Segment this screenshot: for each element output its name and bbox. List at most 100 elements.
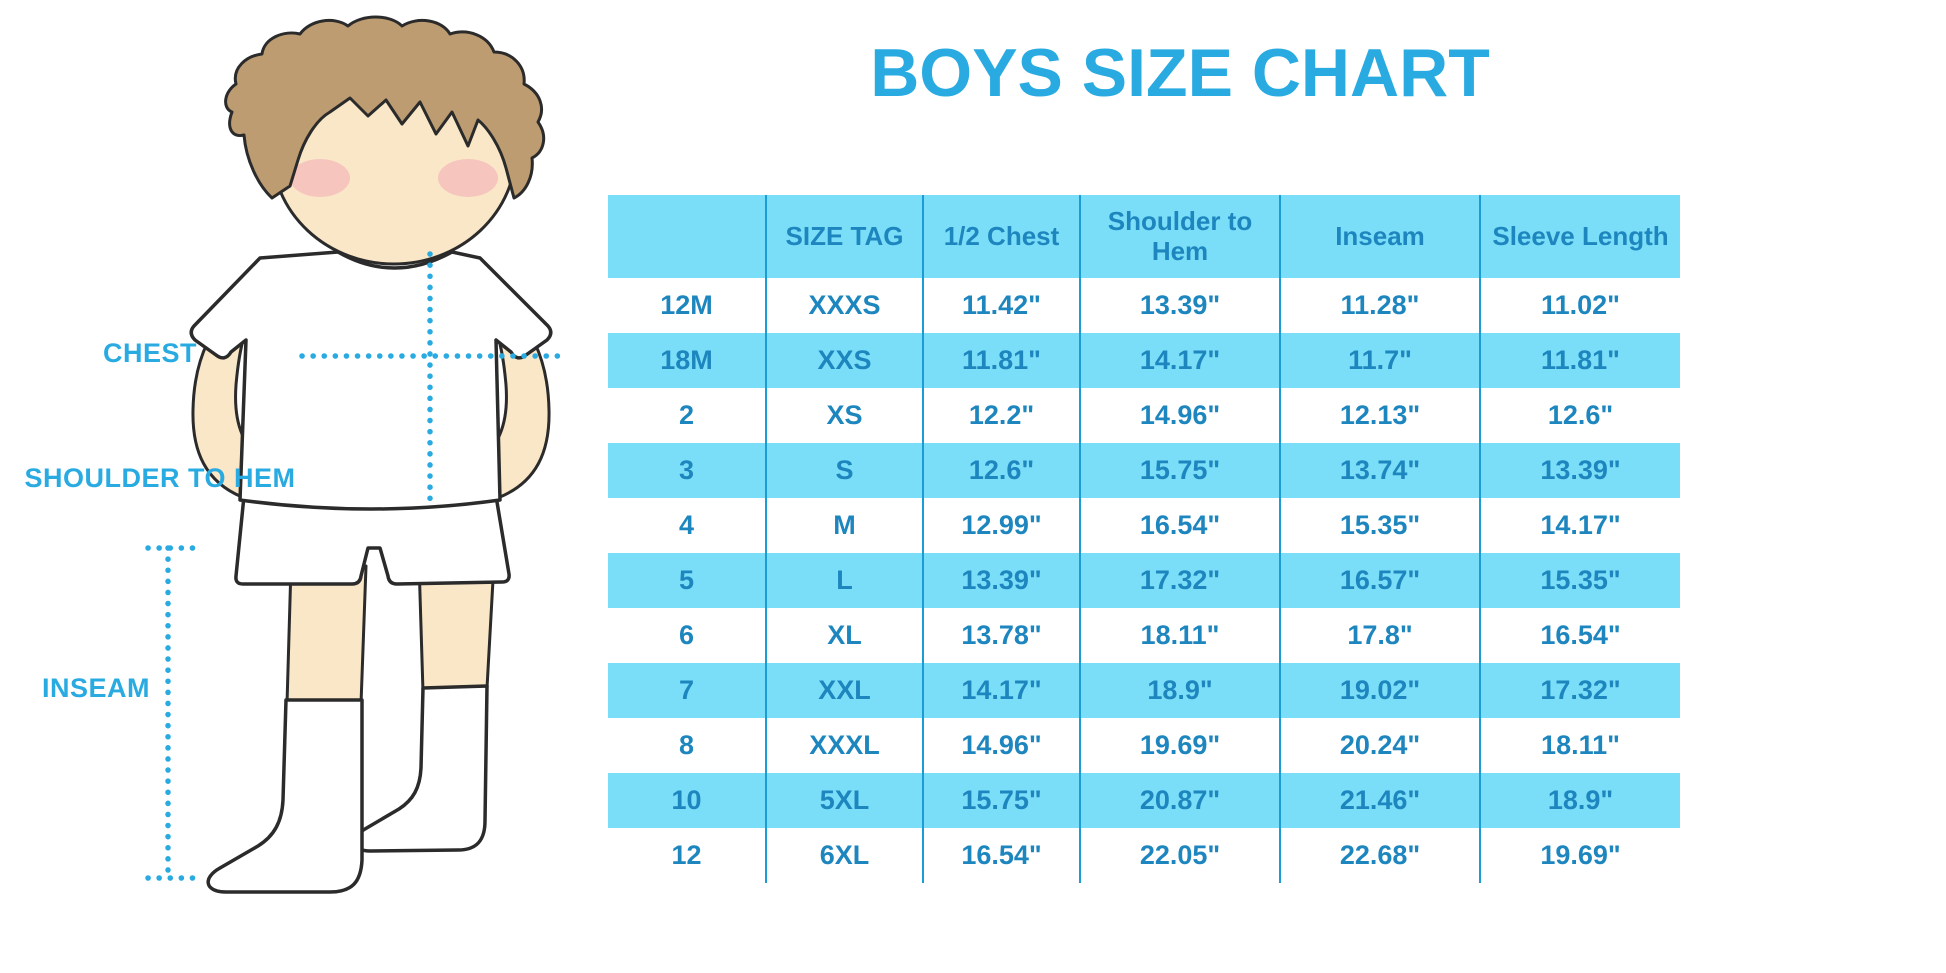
blush-right (438, 159, 498, 197)
measurement-cell: 19.69" (1479, 828, 1680, 883)
measurement-cell: 11.81" (922, 333, 1080, 388)
measurement-cell: 15.75" (1079, 443, 1280, 498)
measurement-cell: 17.32" (1079, 553, 1280, 608)
measurement-cell: L (765, 553, 923, 608)
age-size-cell: 12M (660, 290, 713, 320)
measurement-cell: 14.17" (1079, 333, 1280, 388)
column-header-size-tag: SIZE TAG (765, 195, 923, 278)
measurement-cell: 19.69" (1079, 718, 1280, 773)
table-row: 8 XXXL 14.96" 19.69" 20.24" 18.11" (608, 718, 1680, 773)
age-size-cell: 7 (608, 663, 766, 718)
measurement-cell: 15.75" (922, 773, 1080, 828)
measurement-cell: 14.96" (922, 718, 1080, 773)
measurement-cell: 5XL (765, 773, 923, 828)
age-size-cell: 3 (608, 443, 766, 498)
measurement-cell: 22.68" (1279, 828, 1480, 883)
measurement-cell: XXXS (765, 278, 923, 333)
size-table-body: 12M XXXS 11.42" 13.39" 11.28" 11.02" 18M XXS 11.… (608, 278, 1680, 883)
boy-measurement-figure: CHEST SHOULDER TO HEM INSEAM (0, 0, 610, 973)
measurement-cell: 18.9" (1479, 773, 1680, 828)
inseam-measure-line (145, 545, 201, 881)
measurement-cell: 13.39" (922, 553, 1080, 608)
table-row: 2 XS 12.2" 14.96" 12.13" 12.6" (608, 388, 1680, 443)
table-row: 5 L 13.39" 17.32" 16.57" 15.35" (608, 553, 1680, 608)
measurement-cell: 11.02" (1479, 278, 1680, 333)
measurement-cell: 18.9" (1079, 663, 1280, 718)
measurement-cell: XS (765, 388, 923, 443)
measurement-cell: 14.17" (1479, 498, 1680, 553)
measurement-cell: 16.54" (1479, 608, 1680, 663)
measurement-cell: 12.6" (1479, 388, 1680, 443)
column-header-age (608, 195, 766, 278)
measurement-cell: M (765, 498, 923, 553)
measurement-cell: XXL (765, 663, 923, 718)
measurement-cell: 15.35" (1279, 498, 1480, 553)
measurement-cell: 13.74" (1279, 443, 1480, 498)
measurement-cell: 16.57" (1279, 553, 1480, 608)
boy-illustration (145, 15, 565, 894)
page-title: BOYS SIZE CHART (870, 35, 1490, 111)
boy-hair (224, 15, 546, 200)
size-table-header: SIZE TAG 1/2 Chest Shoulder to Hem Insea… (608, 195, 1680, 278)
table-row: 4 M 12.99" 16.54" 15.35" 14.17" (608, 498, 1680, 553)
age-size-cell: 5 (608, 553, 766, 608)
size-table-container: SIZE TAG 1/2 Chest Shoulder to Hem Insea… (608, 195, 1680, 883)
measurement-cell: 12.99" (922, 498, 1080, 553)
measurement-cell: 21.46" (1279, 773, 1480, 828)
measurement-cell: 12.13" (1279, 388, 1480, 443)
boy-shirt (189, 250, 553, 511)
size-table: SIZE TAG 1/2 Chest Shoulder to Hem Insea… (608, 195, 1680, 883)
measurement-cell: 16.54" (922, 828, 1080, 883)
blush-left (290, 159, 350, 197)
measurement-cell: 13.78" (922, 608, 1080, 663)
measurement-cell: 13.39" (1479, 443, 1680, 498)
measurement-cell: 11.7" (1279, 333, 1480, 388)
table-row: 18M XXS 11.81" 14.17" 11.7" 11.81" (608, 333, 1680, 388)
measurement-cell: 14.17" (922, 663, 1080, 718)
measurement-cell: 19.02" (1279, 663, 1480, 718)
measurement-cell: 13.39" (1079, 278, 1280, 333)
age-size-cell: 10 (608, 773, 766, 828)
table-row: 7 XXL 14.17" 18.9" 19.02" 17.32" (608, 663, 1680, 718)
measurement-cell: S (765, 443, 923, 498)
column-header-sleeve-length: Sleeve Length (1479, 195, 1680, 278)
measurement-cell: 20.87" (1079, 773, 1280, 828)
table-row: 10 5XL 15.75" 20.87" 21.46" 18.9" (608, 773, 1680, 828)
measurement-cell: 22.05" (1079, 828, 1280, 883)
header-row: SIZE TAG 1/2 Chest Shoulder to Hem Insea… (608, 195, 1680, 278)
measurement-cell: 11.81" (1479, 333, 1680, 388)
table-row: 12M XXXS 11.42" 13.39" 11.28" 11.02" (608, 278, 1680, 333)
measurement-cell: 15.35" (1479, 553, 1680, 608)
boy-legs (206, 560, 496, 894)
inseam-label: INSEAM (41, 673, 150, 703)
measurement-cell: 20.24" (1279, 718, 1480, 773)
measurement-cell: 17.8" (1279, 608, 1480, 663)
measurement-cell: 12.2" (922, 388, 1080, 443)
age-size-cell: 6 (678, 620, 695, 650)
measurement-cell: 14.96" (1079, 388, 1280, 443)
measurement-cell: 11.28" (1279, 278, 1480, 333)
age-size-cell: 2 (678, 400, 695, 430)
column-header-shoulder-to-hem: Shoulder to Hem (1079, 195, 1280, 278)
measurement-cell: XXXL (765, 718, 923, 773)
chest-label: CHEST (102, 338, 197, 368)
measurement-cell: XL (765, 608, 923, 663)
measurement-cell: 12.6" (922, 443, 1080, 498)
table-row: 3 S 12.6" 15.75" 13.74" 13.39" (608, 443, 1680, 498)
measurement-cell: 11.42" (922, 278, 1080, 333)
measurement-cell: 16.54" (1079, 498, 1280, 553)
age-size-cell: 8 (678, 730, 695, 760)
column-header-half-chest: 1/2 Chest (922, 195, 1080, 278)
measurement-cell: 18.11" (1479, 718, 1680, 773)
shoulder-to-hem-label: SHOULDER TO HEM (24, 463, 296, 493)
table-row: 12 6XL 16.54" 22.05" 22.68" 19.69" (608, 828, 1680, 883)
age-size-cell: 18M (608, 333, 766, 388)
column-header-inseam: Inseam (1279, 195, 1480, 278)
measurement-cell: 18.11" (1079, 608, 1280, 663)
age-size-cell: 4 (678, 510, 695, 540)
measurement-cell: 6XL (765, 828, 923, 883)
measurement-cell: XXS (765, 333, 923, 388)
age-size-cell: 12 (671, 840, 702, 870)
measurement-cell: 17.32" (1479, 663, 1680, 718)
